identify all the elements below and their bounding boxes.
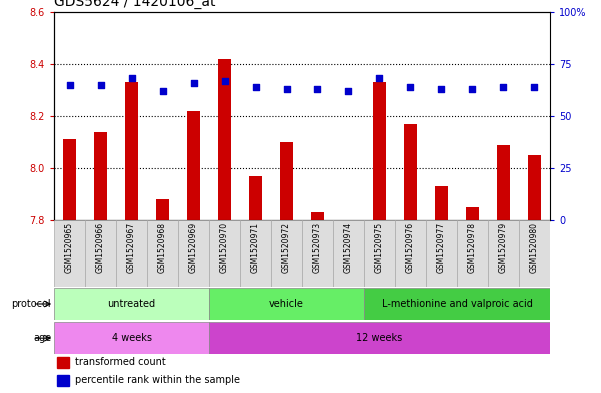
Bar bbox=[488, 220, 519, 287]
Point bbox=[282, 86, 291, 92]
Text: GSM1520974: GSM1520974 bbox=[344, 222, 353, 273]
Bar bbox=[280, 142, 293, 220]
Bar bbox=[209, 220, 240, 287]
Text: GSM1520979: GSM1520979 bbox=[499, 222, 508, 273]
Bar bbox=[116, 220, 147, 287]
Text: untreated: untreated bbox=[108, 299, 156, 309]
Text: L-methionine and valproic acid: L-methionine and valproic acid bbox=[382, 299, 532, 309]
Bar bbox=[126, 82, 138, 220]
Point bbox=[499, 84, 508, 90]
Bar bbox=[364, 220, 395, 287]
Point bbox=[374, 75, 384, 82]
Point bbox=[220, 77, 230, 84]
Bar bbox=[435, 186, 448, 220]
Point bbox=[157, 88, 167, 94]
Text: GSM1520967: GSM1520967 bbox=[127, 222, 136, 273]
Text: 4 weeks: 4 weeks bbox=[112, 333, 151, 343]
Bar bbox=[466, 207, 478, 220]
Point bbox=[251, 84, 260, 90]
Text: protocol: protocol bbox=[11, 299, 51, 309]
Bar bbox=[156, 199, 169, 220]
Bar bbox=[178, 220, 209, 287]
Bar bbox=[519, 220, 550, 287]
Text: GSM1520970: GSM1520970 bbox=[220, 222, 229, 273]
Bar bbox=[188, 111, 200, 220]
Bar bbox=[395, 220, 426, 287]
Bar bbox=[56, 375, 69, 386]
Bar bbox=[364, 288, 550, 320]
Bar bbox=[54, 322, 209, 354]
Bar bbox=[209, 322, 550, 354]
Text: GSM1520978: GSM1520978 bbox=[468, 222, 477, 273]
Bar bbox=[240, 220, 271, 287]
Bar bbox=[85, 220, 116, 287]
Text: vehicle: vehicle bbox=[269, 299, 304, 309]
Text: GSM1520973: GSM1520973 bbox=[313, 222, 322, 273]
Bar bbox=[497, 145, 510, 220]
Bar bbox=[457, 220, 488, 287]
Point bbox=[127, 75, 136, 82]
Text: percentile rank within the sample: percentile rank within the sample bbox=[75, 375, 240, 385]
Text: GSM1520969: GSM1520969 bbox=[189, 222, 198, 273]
Point bbox=[529, 84, 539, 90]
Bar bbox=[56, 357, 69, 367]
Text: age: age bbox=[33, 333, 51, 343]
Text: 12 weeks: 12 weeks bbox=[356, 333, 403, 343]
Point bbox=[468, 86, 477, 92]
Point bbox=[437, 86, 447, 92]
Point bbox=[313, 86, 322, 92]
Bar bbox=[54, 288, 209, 320]
Bar bbox=[528, 155, 541, 220]
Bar bbox=[404, 124, 416, 220]
Text: GSM1520965: GSM1520965 bbox=[65, 222, 74, 273]
Text: GSM1520976: GSM1520976 bbox=[406, 222, 415, 273]
Text: GSM1520980: GSM1520980 bbox=[530, 222, 539, 273]
Point bbox=[344, 88, 353, 94]
Bar bbox=[209, 288, 364, 320]
Bar bbox=[147, 220, 178, 287]
Text: GSM1520971: GSM1520971 bbox=[251, 222, 260, 273]
Bar bbox=[373, 82, 386, 220]
Bar bbox=[271, 220, 302, 287]
Text: GDS5624 / 1420106_at: GDS5624 / 1420106_at bbox=[54, 0, 216, 9]
Text: GSM1520966: GSM1520966 bbox=[96, 222, 105, 273]
Text: GSM1520972: GSM1520972 bbox=[282, 222, 291, 273]
Bar bbox=[311, 212, 324, 220]
Bar bbox=[63, 140, 76, 220]
Bar bbox=[426, 220, 457, 287]
Bar bbox=[54, 220, 85, 287]
Bar bbox=[249, 176, 261, 220]
Text: GSM1520977: GSM1520977 bbox=[437, 222, 446, 273]
Point bbox=[406, 84, 415, 90]
Point bbox=[189, 79, 198, 86]
Point bbox=[96, 82, 105, 88]
Text: GSM1520975: GSM1520975 bbox=[375, 222, 384, 273]
Bar bbox=[302, 220, 333, 287]
Text: GSM1520968: GSM1520968 bbox=[158, 222, 167, 273]
Bar bbox=[94, 132, 107, 220]
Bar bbox=[218, 59, 231, 220]
Text: transformed count: transformed count bbox=[75, 357, 166, 367]
Bar bbox=[333, 220, 364, 287]
Point bbox=[65, 82, 75, 88]
